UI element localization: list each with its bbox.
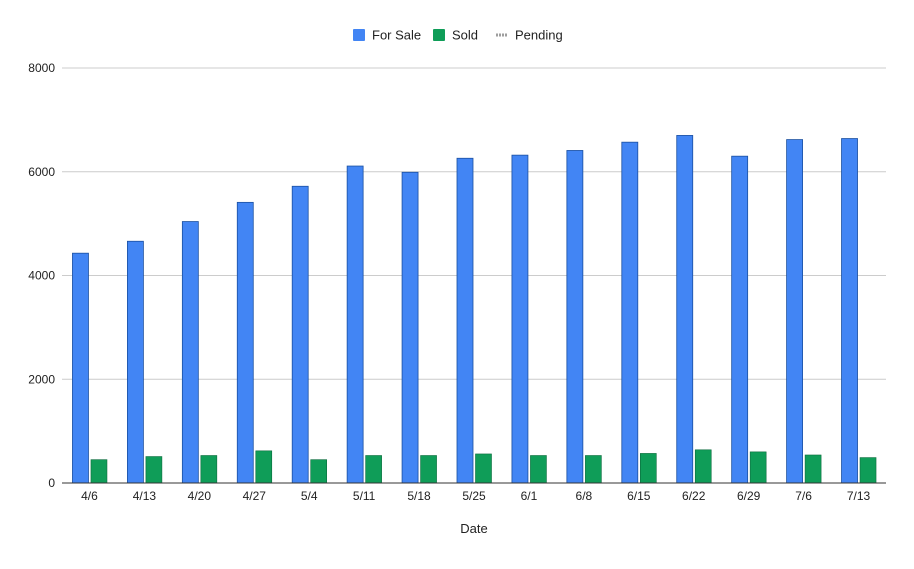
x-tick-label: 5/25 (462, 489, 486, 503)
bar-for-sale (72, 252, 89, 484)
bar-for-sale (236, 201, 254, 484)
bar-sold (585, 455, 602, 484)
x-axis-label: Date (460, 521, 487, 536)
y-tick-label: 8000 (28, 61, 55, 75)
x-tick-label: 6/29 (737, 489, 761, 503)
bar-sold (145, 456, 163, 484)
bar-for-sale (786, 139, 803, 484)
bar-for-sale (676, 135, 694, 484)
bar-for-sale (841, 138, 858, 484)
bar-for-sale (181, 221, 199, 484)
gridlines (62, 67, 886, 380)
legend-label: For Sale (372, 28, 421, 43)
bar-sold (475, 453, 492, 484)
legend-swatch (433, 29, 445, 41)
y-tick-label: 0 (48, 476, 55, 490)
y-tick-label: 6000 (28, 165, 55, 179)
x-tick-label: 7/6 (795, 489, 812, 503)
bar-for-sale (127, 240, 144, 484)
bar-sold (90, 459, 108, 484)
legend-label: Sold (452, 28, 478, 43)
x-tick-label: 5/18 (407, 489, 431, 503)
x-tick-label: 4/6 (81, 489, 98, 503)
bars (72, 135, 877, 484)
x-tick-label: 5/11 (353, 489, 376, 503)
bar-sold (255, 450, 273, 484)
bar-sold (310, 459, 328, 484)
bar-sold (804, 454, 822, 484)
bar-for-sale (346, 165, 364, 484)
bar-sold (859, 457, 877, 484)
bar-for-sale (566, 150, 584, 484)
bar-sold (420, 455, 437, 484)
bar-sold (530, 455, 547, 484)
x-tick-label: 6/15 (627, 489, 651, 503)
x-tick-label: 6/22 (682, 489, 706, 503)
legend-swatch (353, 29, 365, 41)
bar-sold (694, 449, 712, 484)
x-tick-label: 5/4 (301, 489, 318, 503)
x-tick-label: 7/13 (847, 489, 871, 503)
y-axis-ticks: 0 2000 4000 6000 8000 (28, 61, 55, 490)
x-tick-label: 6/8 (576, 489, 593, 503)
x-tick-label: 4/13 (133, 489, 157, 503)
legend: For Sale Sold Pending (353, 28, 563, 43)
bar-sold (639, 453, 657, 484)
x-tick-label: 6/1 (521, 489, 538, 503)
bar-for-sale (401, 171, 419, 484)
x-tick-label: 4/27 (243, 489, 267, 503)
bar-for-sale (621, 141, 639, 484)
y-tick-label: 2000 (28, 372, 55, 386)
bar-for-sale (456, 157, 474, 484)
bar-sold (365, 455, 382, 484)
bar-sold (749, 451, 767, 484)
bar-sold (200, 455, 218, 484)
bar-for-sale (731, 155, 749, 484)
bar-for-sale (291, 185, 309, 484)
x-axis-ticks: 4/6 4/13 4/20 4/27 5/4 5/11 5/18 5/25 6/1 6/8 6/15… (81, 489, 870, 503)
y-tick-label: 4000 (28, 269, 55, 283)
bar-for-sale (511, 154, 529, 484)
x-tick-label: 4/20 (188, 489, 212, 503)
legend-label: Pending (515, 28, 563, 43)
